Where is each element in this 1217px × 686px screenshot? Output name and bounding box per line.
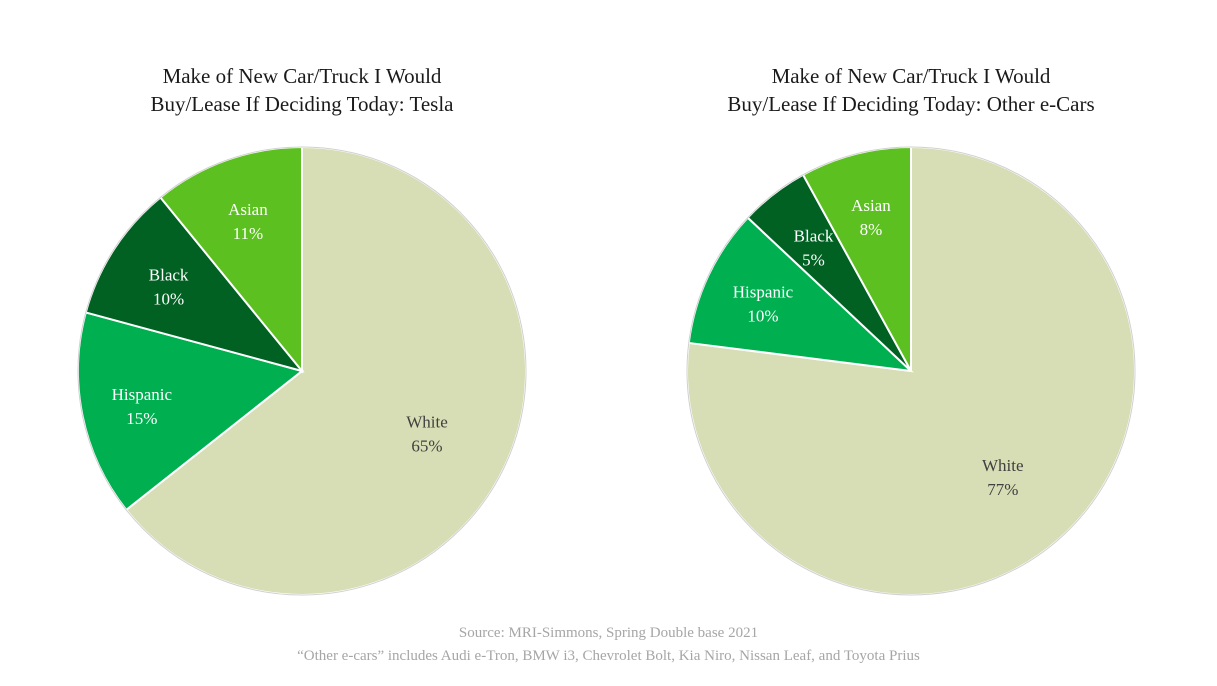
slice-value-hispanic: 15% bbox=[126, 409, 157, 428]
slice-label-white: White bbox=[406, 413, 448, 432]
pie-chart-tesla: Make of New Car/Truck I Would Buy/Lease … bbox=[77, 64, 527, 596]
slice-value-hispanic: 10% bbox=[747, 306, 778, 325]
slice-label-asian: Asian bbox=[851, 196, 891, 215]
pie-outline bbox=[686, 146, 1136, 596]
source-note: Source: MRI-Simmons, Spring Double base … bbox=[458, 625, 759, 641]
slice-value-black: 10% bbox=[153, 289, 184, 308]
slice-value-white: 65% bbox=[411, 437, 442, 456]
slice-label-hispanic: Hispanic bbox=[733, 282, 794, 301]
slice-value-asian: 11% bbox=[233, 224, 264, 243]
e-cars-footnote: “Other e-cars” includes Audi e-Tron, BMW… bbox=[297, 648, 920, 664]
slice-label-black: Black bbox=[794, 226, 834, 245]
chart-title-line-1: Make of New Car/Truck I Would bbox=[772, 64, 1051, 88]
chart-title-line-2: Buy/Lease If Deciding Today: Tesla bbox=[150, 92, 454, 116]
chart-title-line-2: Buy/Lease If Deciding Today: Other e-Car… bbox=[727, 92, 1094, 116]
slice-label-asian: Asian bbox=[228, 200, 268, 219]
chart-title-line-1: Make of New Car/Truck I Would bbox=[163, 64, 442, 88]
slice-label-hispanic: Hispanic bbox=[112, 385, 173, 404]
pie-chart-other-e-cars: Make of New Car/Truck I Would Buy/Lease … bbox=[686, 64, 1136, 596]
slice-value-white: 77% bbox=[987, 480, 1018, 499]
slice-value-black: 5% bbox=[802, 250, 825, 269]
slice-label-white: White bbox=[982, 456, 1024, 475]
slice-label-black: Black bbox=[149, 265, 189, 284]
pie-outline bbox=[77, 146, 527, 596]
slice-value-asian: 8% bbox=[860, 220, 883, 239]
